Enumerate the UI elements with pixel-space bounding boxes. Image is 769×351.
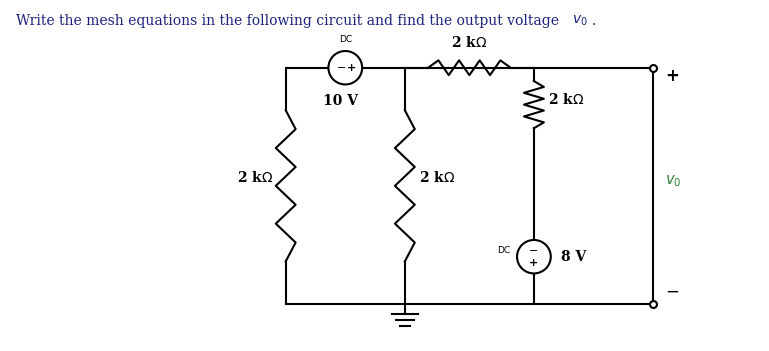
Text: −: − [665, 283, 679, 301]
Text: +: + [529, 258, 538, 267]
Text: 2 k$\Omega$: 2 k$\Omega$ [451, 35, 488, 50]
Text: −: − [529, 246, 538, 256]
Text: −: − [337, 63, 346, 73]
Circle shape [328, 51, 362, 85]
Text: 10 V: 10 V [323, 94, 358, 108]
Text: 8 V: 8 V [561, 250, 586, 264]
Text: 2 k$\Omega$: 2 k$\Omega$ [548, 92, 584, 107]
Text: +: + [347, 63, 356, 73]
Text: $\mathit{v}_0$: $\mathit{v}_0$ [665, 173, 681, 189]
Text: 2 k$\Omega$: 2 k$\Omega$ [237, 171, 273, 185]
Text: +: + [665, 67, 679, 85]
Circle shape [517, 240, 551, 273]
Text: .: . [591, 14, 596, 28]
Text: DC: DC [338, 35, 352, 44]
Text: $v_0$: $v_0$ [571, 14, 588, 28]
Text: DC: DC [497, 246, 510, 255]
Text: 2 k$\Omega$: 2 k$\Omega$ [419, 171, 455, 185]
Text: Write the mesh equations in the following circuit and find the output voltage: Write the mesh equations in the followin… [15, 14, 563, 28]
